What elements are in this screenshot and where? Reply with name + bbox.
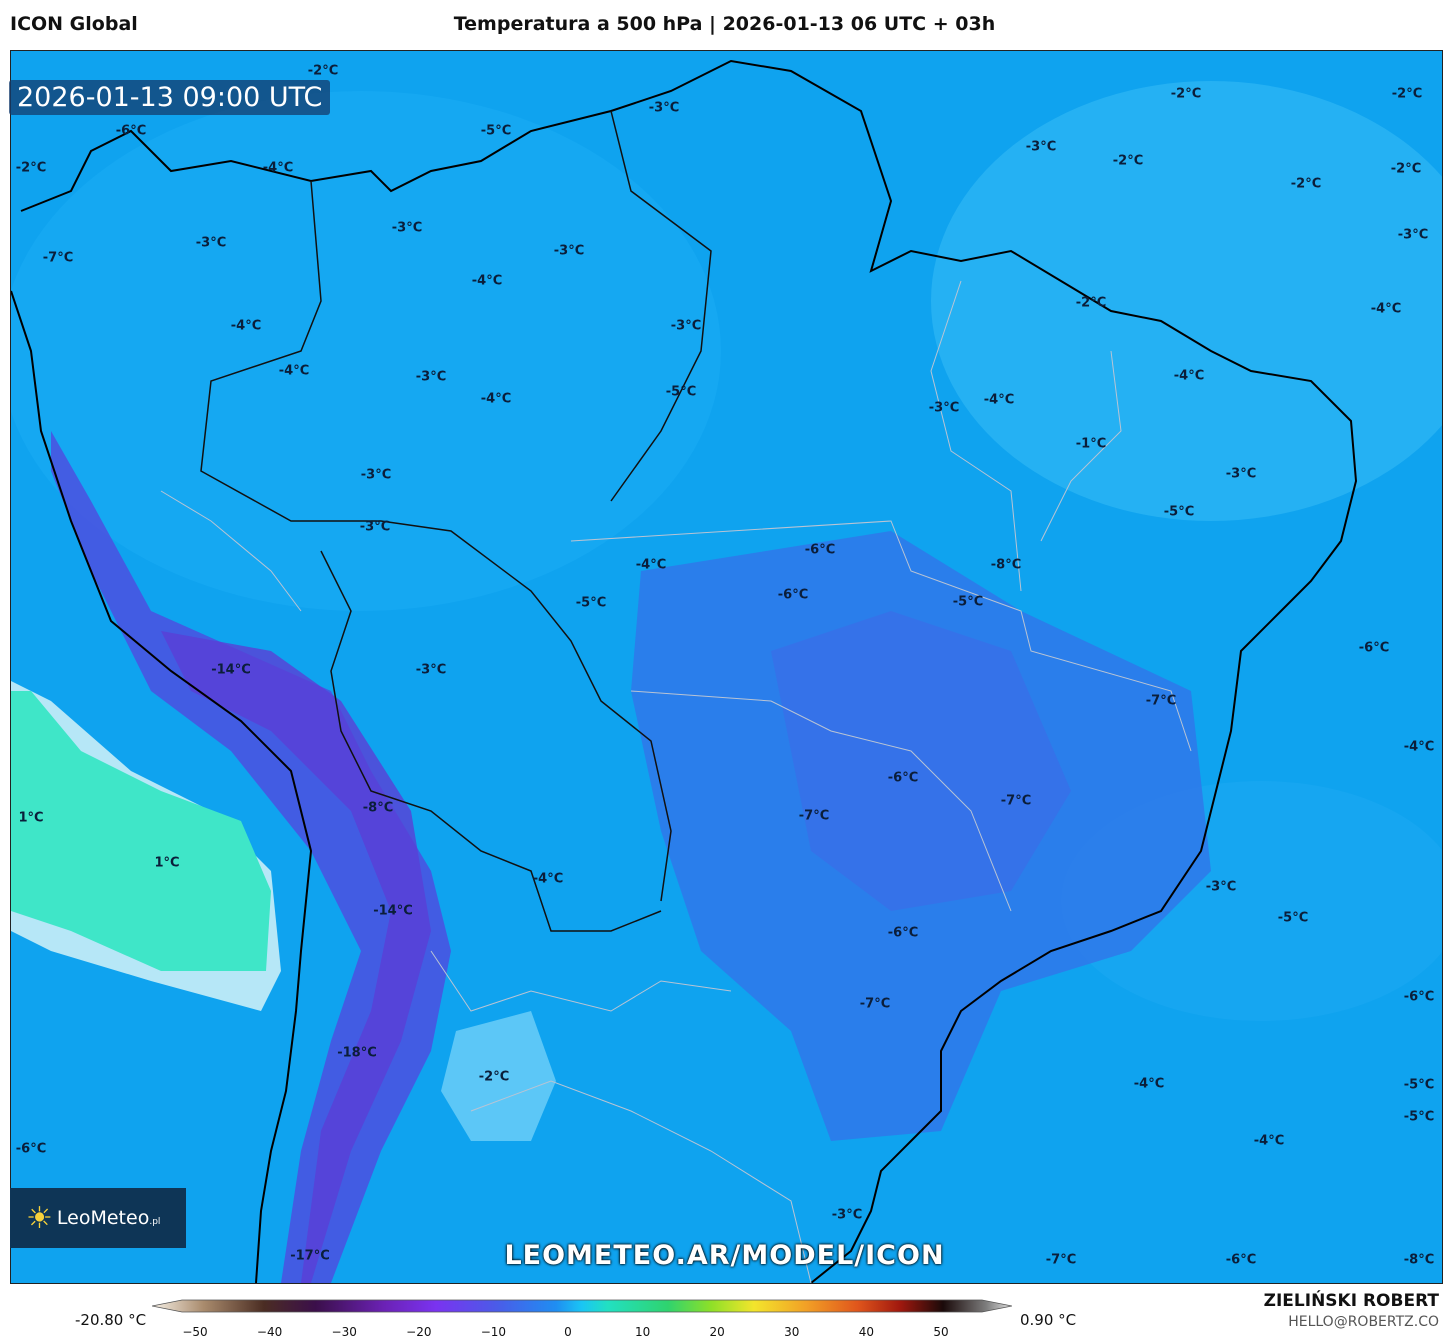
temperature-label: -2°C [1075, 295, 1107, 311]
temperature-label: -2°C [1390, 161, 1422, 177]
temperature-label: -2°C [1170, 86, 1202, 102]
temperature-label: -3°C [359, 519, 391, 535]
temperature-label: -3°C [1225, 466, 1257, 482]
temperature-label: -7°C [1045, 1252, 1077, 1268]
valid-time-badge: 2026-01-13 09:00 UTC [9, 80, 331, 115]
temperature-label: -4°C [480, 391, 512, 407]
temperature-label: -2°C [1112, 153, 1144, 169]
temperature-label: -6°C [115, 123, 147, 139]
temperature-label: -4°C [278, 363, 310, 379]
temperature-label: -3°C [928, 400, 960, 416]
temperature-label: -3°C [1397, 227, 1429, 243]
temperature-label: -3°C [1025, 139, 1057, 155]
temperature-field [11, 51, 1442, 1283]
temperature-label: -4°C [983, 392, 1015, 408]
temperature-label: 1°C [18, 810, 44, 826]
colorbar-tick-label: 20 [709, 1325, 725, 1339]
credit-email: HELLO@ROBERTZ.CO [1288, 1314, 1439, 1330]
temperature-label: -5°C [665, 384, 697, 400]
colorbar-tick-label: 0 [564, 1325, 572, 1339]
map-title: Temperatura a 500 hPa | 2026-01-13 06 UT… [453, 13, 996, 35]
temperature-label: -4°C [532, 871, 564, 887]
temperature-label: 1°C [154, 855, 180, 871]
colorbar-tick-label: 50 [933, 1325, 949, 1339]
temperature-label: -2°C [478, 1069, 510, 1085]
leometeo-logo: ☀ LeoMeteo .pl [10, 1188, 186, 1248]
temperature-label: -3°C [670, 318, 702, 334]
temperature-label: -4°C [1403, 739, 1435, 755]
logo-brand: LeoMeteo [56, 1207, 150, 1229]
temperature-label: -2°C [1290, 176, 1322, 192]
colorbar-tick-label: 30 [784, 1325, 800, 1339]
logo-suffix: .pl [149, 1217, 161, 1227]
temperature-label: -6°C [1225, 1252, 1257, 1268]
temperature-map: -2°C -6°C -2°C -4°C -7°C -3°C -5°C -3°C -3°C -3°C… [10, 50, 1443, 1284]
temperature-label: -4°C [262, 160, 294, 176]
colorbar-tick-label: −30 [331, 1325, 357, 1339]
temperature-label: -3°C [415, 662, 447, 678]
temperature-label: -5°C [952, 594, 984, 610]
model-name: ICON Global [10, 13, 138, 35]
temperature-label: -6°C [777, 587, 809, 603]
temperature-label: -14°C [211, 662, 251, 678]
temperature-label: -4°C [1133, 1076, 1165, 1092]
temperature-label: -1°C [1075, 436, 1107, 452]
temperature-label: -5°C [480, 123, 512, 139]
temperature-label: -3°C [831, 1207, 863, 1223]
temperature-label: -6°C [1403, 989, 1435, 1005]
temperature-label: -18°C [337, 1045, 377, 1061]
credit-name: ZIELIŃSKI ROBERT [1263, 1291, 1439, 1311]
temperature-label: -4°C [471, 273, 503, 289]
temperature-label: -5°C [1403, 1077, 1435, 1093]
temperature-label: -7°C [1145, 693, 1177, 709]
temperature-label: -5°C [1163, 504, 1195, 520]
colorbar [152, 1299, 1012, 1313]
temperature-label: -6°C [15, 1141, 47, 1157]
temperature-label: -6°C [887, 925, 919, 941]
temperature-label: -6°C [887, 770, 919, 786]
temperature-label: -4°C [635, 557, 667, 573]
temperature-label: -2°C [307, 63, 339, 79]
colorbar-tick-label: −50 [182, 1325, 208, 1339]
colorbar-max-label: 0.90 °C [1020, 1311, 1077, 1329]
temperature-label: -6°C [804, 542, 836, 558]
temperature-label: -7°C [42, 250, 74, 266]
temperature-label: -3°C [415, 369, 447, 385]
temperature-label: -8°C [362, 800, 394, 816]
temperature-label: -17°C [290, 1248, 330, 1264]
temperature-label: -7°C [798, 808, 830, 824]
colorbar-tick-label: 40 [858, 1325, 875, 1339]
temperature-label: -3°C [553, 243, 585, 259]
temperature-label: -7°C [859, 996, 891, 1012]
temperature-label: -3°C [391, 220, 423, 236]
temperature-label: -6°C [1358, 640, 1390, 656]
temperature-label: -8°C [1403, 1252, 1435, 1268]
temperature-label: -5°C [1277, 910, 1309, 926]
watermark-url: LEOMETEO.AR/MODEL/ICON [504, 1240, 945, 1271]
temperature-label: -5°C [1403, 1109, 1435, 1125]
temperature-label: -5°C [575, 595, 607, 611]
colorbar-tick-label: −20 [406, 1325, 432, 1339]
temperature-label: -8°C [990, 557, 1022, 573]
colorbar-tick-label: −10 [480, 1325, 507, 1339]
temperature-label: -3°C [360, 467, 392, 483]
sun-icon: ☀ [26, 1200, 53, 1236]
colorbar-min-label: -20.80 °C [75, 1311, 147, 1329]
temperature-label: -3°C [648, 100, 680, 116]
temperature-label: -3°C [195, 235, 227, 251]
temperature-label: -3°C [1205, 879, 1237, 895]
temperature-label: -2°C [1391, 86, 1423, 102]
temperature-label: -2°C [15, 160, 47, 176]
temperature-label: -4°C [1173, 368, 1205, 384]
temperature-label: -4°C [1370, 301, 1402, 317]
temperature-label: -14°C [373, 903, 413, 919]
temperature-label: -7°C [1000, 793, 1032, 809]
colorbar-tick-label: 10 [634, 1325, 651, 1339]
temperature-label: -4°C [230, 318, 262, 334]
colorbar-tick-label: −40 [256, 1325, 283, 1339]
temperature-label: -4°C [1253, 1133, 1285, 1149]
